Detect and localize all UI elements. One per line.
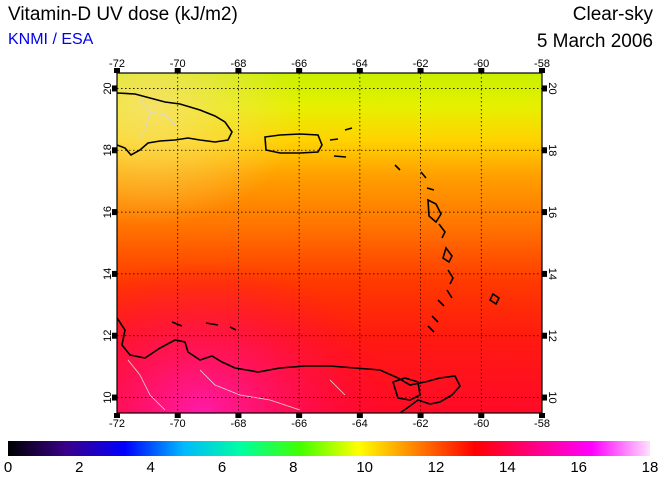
lat-label-right: 20 xyxy=(546,82,558,94)
lon-tick-bottom xyxy=(235,413,242,418)
lat-tick-right xyxy=(542,394,547,401)
colorbar-label: 12 xyxy=(427,459,445,476)
colorbar-label: 10 xyxy=(356,459,373,476)
lat-tick-left xyxy=(112,147,117,154)
colorbar-label: 8 xyxy=(289,459,298,476)
lat-label-left: 14 xyxy=(102,268,114,280)
colorbar-label: 16 xyxy=(570,459,587,476)
lon-label-top: -64 xyxy=(352,58,368,70)
lon-tick-top xyxy=(478,68,485,73)
lon-label-bottom: -68 xyxy=(230,418,246,430)
abc-islands xyxy=(171,321,237,331)
lon-label-bottom: -66 xyxy=(291,418,307,430)
credit-label: KNMI / ESA xyxy=(8,31,94,48)
map-frame xyxy=(116,72,543,414)
lon-label-top: -68 xyxy=(230,58,246,70)
lat-label-right: 12 xyxy=(546,330,558,342)
lon-label-bottom: -72 xyxy=(109,418,125,430)
lat-tick-left xyxy=(112,209,117,216)
lat-label-right: 18 xyxy=(546,144,558,156)
colorbar-label: 0 xyxy=(3,459,13,476)
graticule xyxy=(117,73,542,413)
lon-tick-bottom xyxy=(539,413,545,418)
lon-label-bottom: -64 xyxy=(352,418,368,430)
lon-label-top: -58 xyxy=(534,58,550,70)
lon-tick-bottom xyxy=(296,413,303,418)
colorbar-label: 2 xyxy=(75,459,84,476)
lon-label-bottom: -70 xyxy=(170,418,186,430)
lat-label-right: 14 xyxy=(546,268,558,280)
axis-ticks xyxy=(112,68,547,418)
lon-label-bottom: -60 xyxy=(473,418,489,430)
puerto-rico-coast xyxy=(264,133,323,154)
hispaniola-coast xyxy=(116,92,233,157)
lat-label-right: 10 xyxy=(546,391,558,403)
colorbar-label: 14 xyxy=(498,459,516,476)
lon-label-bottom: -58 xyxy=(534,418,550,430)
lat-tick-right xyxy=(542,332,547,339)
colorbar xyxy=(8,441,650,456)
lon-label-top: -66 xyxy=(291,58,307,70)
lat-label-left: 16 xyxy=(102,206,114,218)
lat-tick-left xyxy=(112,394,117,401)
lon-label-top: -72 xyxy=(109,58,125,70)
lon-tick-top xyxy=(539,68,545,73)
lon-tick-bottom xyxy=(478,413,485,418)
lat-tick-left xyxy=(112,270,117,277)
lat-tick-left xyxy=(112,332,117,339)
lon-tick-bottom xyxy=(417,413,424,418)
lat-tick-right xyxy=(542,270,547,277)
lon-label-bottom: -62 xyxy=(413,418,429,430)
sky-condition-label: Clear-sky xyxy=(572,4,653,25)
coastlines xyxy=(116,92,501,414)
map-title: Vitamin-D UV dose (kJ/m2) xyxy=(8,4,238,25)
lon-label-top: -62 xyxy=(413,58,429,70)
lat-label-left: 20 xyxy=(102,82,114,94)
lon-tick-top xyxy=(296,68,303,73)
lat-label-left: 10 xyxy=(102,391,114,403)
lat-tick-right xyxy=(542,209,547,216)
lon-label-top: -60 xyxy=(473,58,489,70)
lon-tick-top xyxy=(235,68,242,73)
map-field xyxy=(117,73,542,413)
lon-tick-top xyxy=(114,68,120,73)
date-label: 5 March 2006 xyxy=(536,31,653,52)
axis-tick-labels: -72 -72 -70 -70 -68 -68 -66 -66 -64 -64 -62 -62 -60 -… xyxy=(102,58,558,430)
uv-dose-map: -72 -72 -70 -70 -68 -68 -66 -66 -64 -64 -62 -62 -60 -… xyxy=(102,58,558,430)
virgin-islands xyxy=(329,127,353,158)
lon-tick-top xyxy=(417,68,424,73)
lat-tick-right xyxy=(542,85,547,92)
lat-tick-left xyxy=(112,85,117,92)
colorbar-label: 4 xyxy=(146,459,155,476)
lon-tick-top xyxy=(356,68,363,73)
lon-label-top: -70 xyxy=(170,58,186,70)
lat-tick-right xyxy=(542,147,547,154)
venezuela-coast xyxy=(116,317,461,414)
colorbar-label: 6 xyxy=(217,459,227,476)
lat-label-right: 16 xyxy=(546,206,558,218)
lon-tick-bottom xyxy=(114,413,120,418)
interior-borders xyxy=(127,99,346,411)
colorbar-label: 18 xyxy=(641,459,659,476)
lon-tick-bottom xyxy=(356,413,363,418)
lon-tick-top xyxy=(174,68,181,73)
lat-label-left: 18 xyxy=(102,144,114,156)
lon-tick-bottom xyxy=(174,413,181,418)
lat-label-left: 12 xyxy=(102,330,114,342)
lesser-antilles xyxy=(394,164,501,333)
trinidad-coast xyxy=(392,377,421,401)
